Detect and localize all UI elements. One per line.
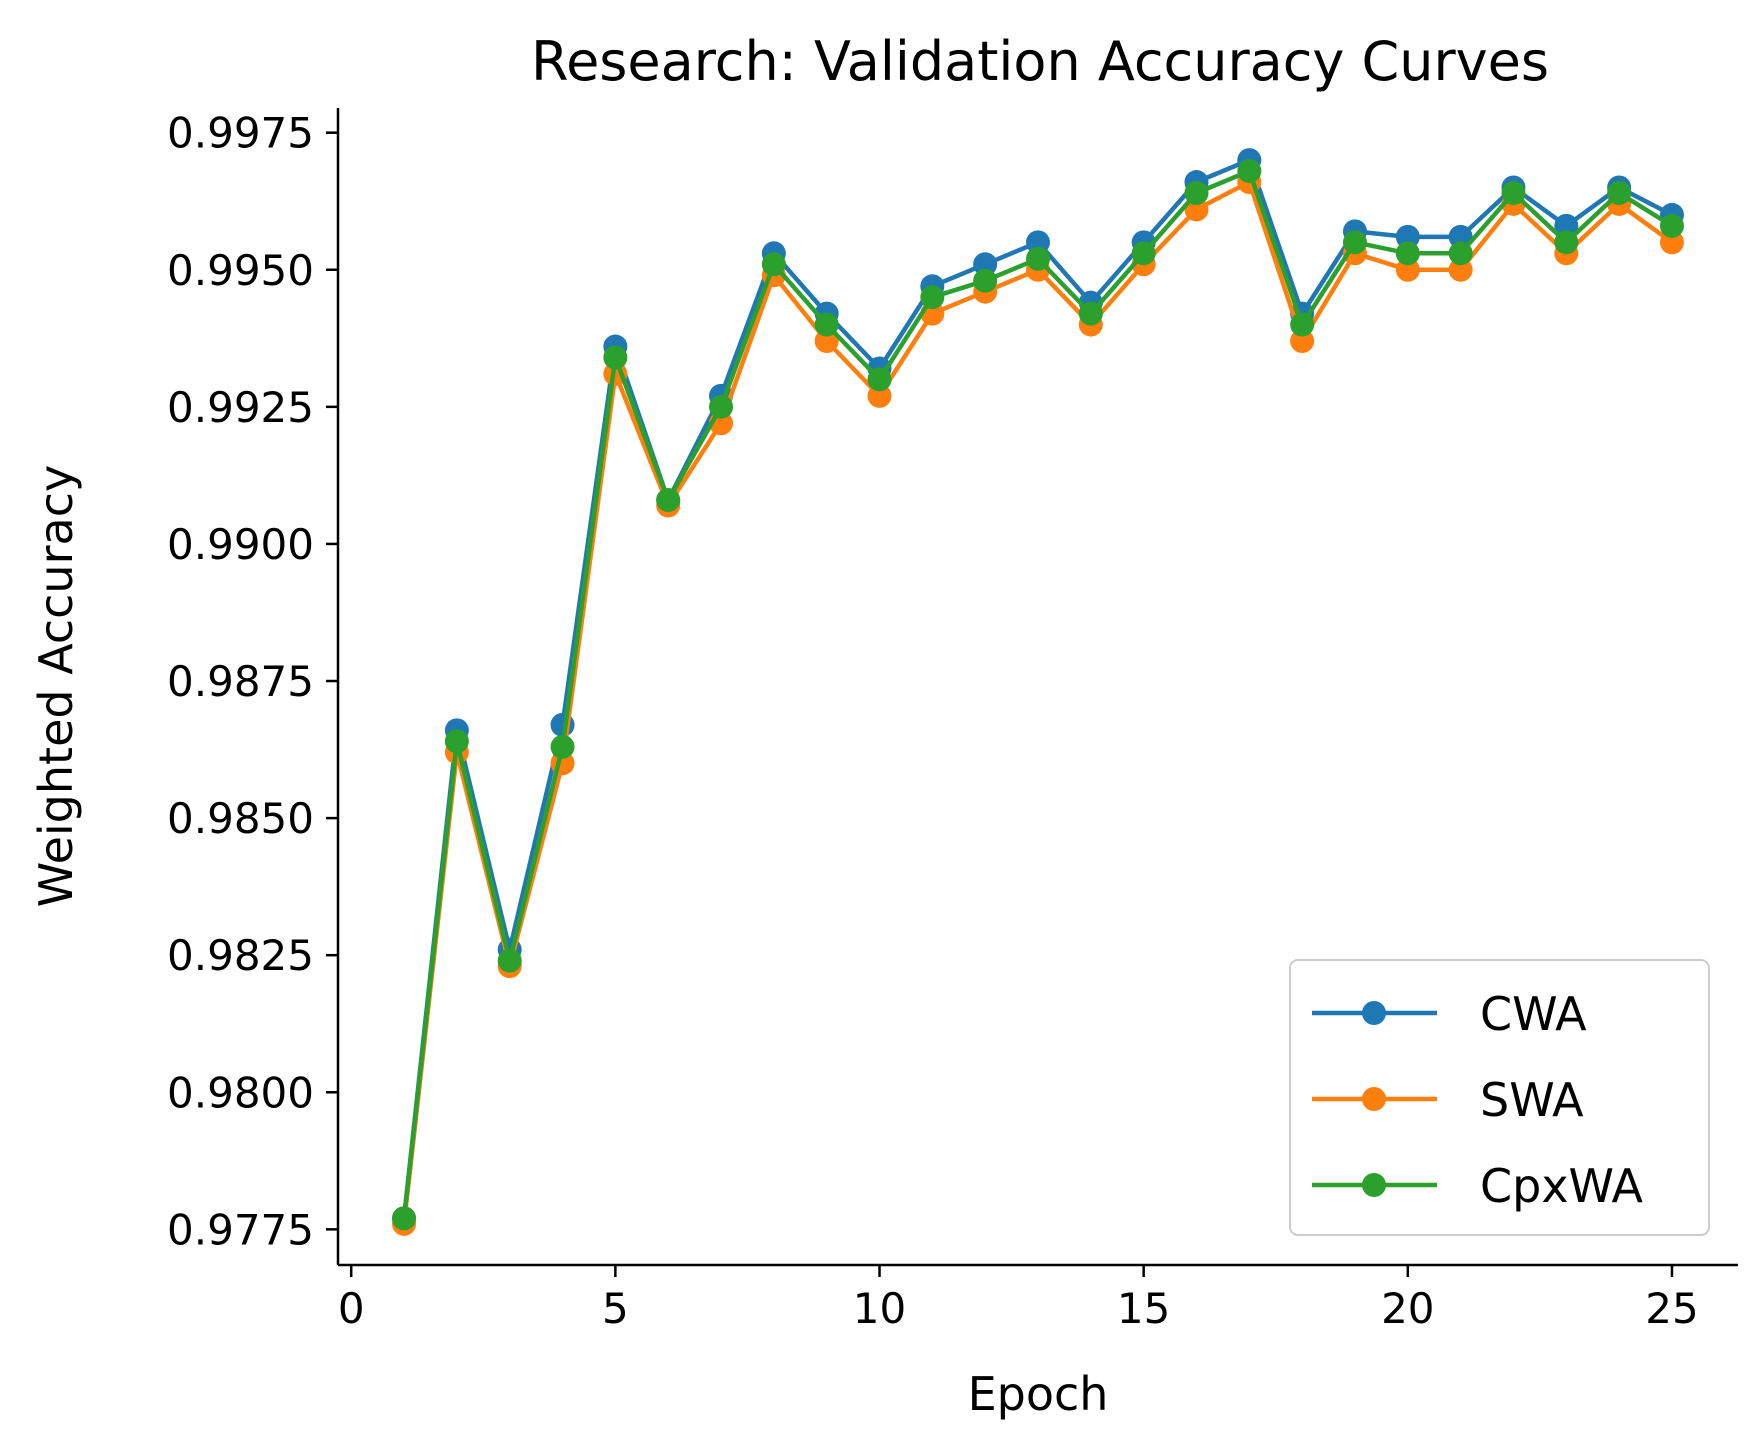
data-point (1395, 257, 1420, 282)
data-point (1131, 241, 1156, 266)
data-point (444, 729, 469, 754)
data-point (973, 252, 998, 277)
data-point (1554, 230, 1579, 255)
y-axis-label: Weighted Accuracy (29, 465, 83, 907)
data-point (1290, 329, 1315, 354)
x-tick-label: 10 (853, 1284, 906, 1333)
legend-label: SWA (1480, 1073, 1584, 1127)
data-point (1659, 213, 1684, 238)
y-tick-label: 0.9850 (167, 794, 314, 843)
data-point (867, 383, 892, 408)
data-point (1448, 257, 1473, 282)
data-point (709, 394, 734, 419)
data-point (1554, 213, 1579, 238)
y-tick-label: 0.9975 (167, 109, 314, 158)
y-tick-label: 0.9775 (167, 1205, 314, 1254)
data-point (1184, 197, 1209, 222)
data-point (1026, 230, 1050, 255)
legend-label: CWA (1480, 987, 1587, 1041)
y-tick-label: 0.9800 (167, 1068, 314, 1117)
legend-swatch-marker (1362, 1173, 1386, 1197)
legend: CWA SWA CpxWA (1289, 959, 1710, 1236)
data-point (920, 285, 945, 310)
legend-entries: CWA SWA CpxWA (1312, 987, 1644, 1213)
y-tick-label: 0.9900 (167, 520, 314, 569)
y-tick-label: 0.9925 (167, 383, 314, 432)
data-point (603, 345, 628, 370)
x-ticks: 0 5 10 15 20 25 (338, 1265, 1699, 1333)
data-point (1607, 180, 1632, 205)
data-point (550, 734, 575, 759)
data-point (761, 252, 786, 277)
chart-title: Research: Validation Accuracy Curves (531, 30, 1549, 93)
plot-area: 0 5 10 15 20 25 0.9775 0.9800 0.9825 0.9850 0.987… (167, 108, 1738, 1333)
data-point (1342, 230, 1367, 255)
data-point (1448, 241, 1473, 266)
data-point (1448, 224, 1473, 249)
data-point (1237, 159, 1262, 184)
data-point (814, 329, 839, 354)
data-point (1290, 312, 1315, 337)
data-point (656, 488, 681, 513)
data-point (1078, 301, 1103, 326)
data-point (973, 268, 998, 293)
x-axis-label: Epoch (968, 1367, 1109, 1421)
legend-swatch-marker (1362, 1087, 1386, 1111)
series-cpxwa (392, 159, 1684, 1231)
data-point (497, 948, 522, 973)
legend-swatch-marker (1362, 1001, 1386, 1025)
x-tick-label: 0 (338, 1284, 365, 1333)
y-tick-label: 0.9875 (167, 657, 314, 706)
data-point (1501, 180, 1526, 205)
y-tick-label: 0.9825 (167, 931, 314, 980)
series-layer (392, 148, 1684, 1236)
legend-box (1289, 959, 1710, 1236)
data-point (1184, 180, 1209, 205)
data-point (1026, 246, 1050, 271)
data-point (1659, 230, 1684, 255)
x-tick-label: 20 (1381, 1284, 1434, 1333)
x-tick-label: 5 (602, 1284, 629, 1333)
y-ticks: 0.9775 0.9800 0.9825 0.9850 0.9875 0.9900 0.99… (167, 109, 338, 1254)
data-point (1395, 241, 1420, 266)
legend-label: CpxWA (1480, 1159, 1644, 1213)
data-point (814, 312, 839, 337)
data-point (1395, 224, 1420, 249)
data-point (392, 1206, 417, 1231)
x-tick-label: 15 (1117, 1284, 1170, 1333)
y-tick-label: 0.9950 (167, 246, 314, 295)
x-tick-label: 25 (1645, 1284, 1698, 1333)
data-point (867, 367, 892, 392)
